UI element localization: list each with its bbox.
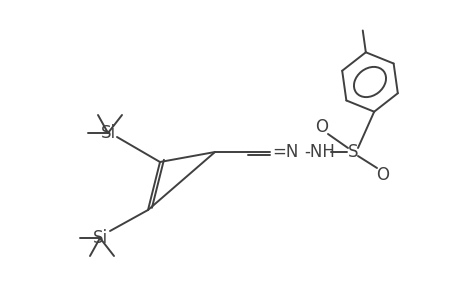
- Text: O: O: [315, 118, 328, 136]
- Text: =N: =N: [271, 143, 298, 161]
- Text: Si: Si: [92, 229, 107, 247]
- Text: S: S: [347, 143, 358, 161]
- Text: Si: Si: [100, 124, 115, 142]
- Text: O: O: [375, 166, 389, 184]
- Text: -NH: -NH: [303, 143, 334, 161]
